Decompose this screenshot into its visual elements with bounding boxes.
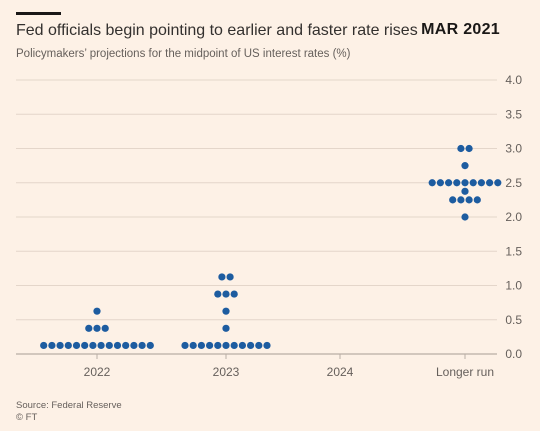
projection-dot — [197, 341, 205, 350]
header-accent-bar — [16, 12, 61, 15]
y-tick-label: 1.0 — [505, 279, 522, 293]
y-tick-label: 0.0 — [505, 347, 522, 361]
y-axis-ticks: 0.0 0.5 1.0 1.5 2.0 2.5 3.0 3.5 4.0 — [505, 73, 522, 361]
source-note: Source: Federal Reserve — [16, 400, 122, 411]
projection-dot — [130, 341, 138, 350]
projection-dot — [138, 341, 146, 350]
projection-dot — [230, 341, 238, 350]
y-tick-label: 3.5 — [505, 107, 522, 121]
projection-dot — [218, 273, 226, 281]
projection-dot — [181, 341, 189, 350]
projection-dot — [255, 341, 263, 350]
projection-dot — [457, 144, 465, 153]
projection-dot — [486, 179, 494, 187]
projection-dot — [222, 341, 230, 350]
projection-dot — [453, 179, 461, 187]
projection-dot — [226, 273, 234, 281]
projection-dot — [445, 179, 453, 187]
projection-dot — [56, 341, 64, 350]
ft-credit: © FT — [16, 412, 38, 423]
x-tick-label: 2022 — [84, 365, 111, 379]
projection-dot — [48, 341, 56, 350]
x-tick-label: Longer run — [436, 365, 494, 379]
projection-dot — [113, 341, 122, 350]
projection-dot — [85, 324, 93, 332]
projection-dot — [457, 196, 465, 204]
projection-dot — [477, 179, 485, 187]
y-tick-label: 2.0 — [505, 210, 522, 224]
y-tick-label: 1.5 — [505, 244, 522, 258]
x-tick-label: 2024 — [327, 365, 354, 379]
projection-dot — [449, 196, 457, 204]
projection-dot — [214, 290, 222, 298]
projection-dot — [469, 179, 477, 187]
projection-dot — [222, 290, 230, 298]
projection-dot — [122, 341, 130, 350]
projection-dot — [465, 196, 473, 204]
projection-dot — [189, 341, 197, 350]
projection-dot — [89, 341, 97, 350]
projection-dot — [105, 341, 113, 350]
dots-layer — [40, 144, 502, 350]
chart-subtitle: Policymakers’ projections for the midpoi… — [16, 48, 351, 60]
date-badge: MAR 2021 — [421, 21, 500, 38]
projection-dot — [146, 341, 154, 350]
x-axis-ticks: 2022 2023 2024 Longer run — [84, 354, 494, 379]
projection-dot — [101, 324, 109, 332]
projection-dot — [461, 162, 469, 170]
projection-dot — [247, 341, 255, 350]
projection-dot — [428, 179, 436, 187]
projection-dot — [93, 307, 101, 315]
projection-dot — [222, 307, 230, 315]
gridlines — [16, 79, 497, 355]
projection-dot — [81, 341, 89, 350]
y-tick-label: 4.0 — [505, 73, 522, 87]
projection-dot — [214, 341, 222, 350]
projection-dot — [206, 341, 214, 350]
projection-dot — [263, 341, 271, 350]
projection-dot — [222, 324, 230, 332]
projection-dot — [72, 341, 81, 350]
projection-dot — [436, 179, 444, 187]
projection-dot — [461, 213, 469, 221]
projection-dot — [230, 290, 238, 298]
projection-dot — [465, 144, 473, 153]
chart-title: Fed officials begin pointing to earlier … — [16, 22, 418, 39]
projection-dot — [97, 341, 105, 350]
projection-dot — [461, 179, 469, 187]
projection-dot — [64, 341, 72, 350]
x-tick-label: 2023 — [213, 365, 240, 379]
projection-dot — [461, 187, 469, 195]
projection-dot — [40, 341, 48, 350]
y-tick-label: 0.5 — [505, 313, 522, 327]
y-tick-label: 3.0 — [505, 142, 522, 156]
projection-dot — [473, 196, 481, 204]
y-tick-label: 2.5 — [505, 176, 522, 190]
projection-dot — [93, 324, 101, 332]
projection-dot — [494, 179, 502, 187]
projection-dot — [238, 341, 246, 350]
